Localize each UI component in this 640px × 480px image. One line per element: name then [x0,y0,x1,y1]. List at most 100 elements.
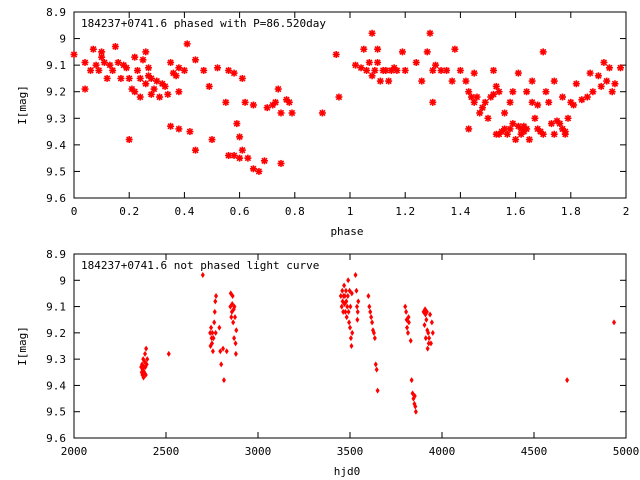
data-point [147,74,155,82]
data-point [495,88,503,96]
data-point [428,340,433,347]
data-point [161,82,169,90]
data-point [360,45,368,53]
data-point [476,109,484,117]
unphased-light-curve-panel: 184237+0741.6 not phased light curve 200… [16,248,639,478]
data-point [423,48,431,56]
unphased-data-points [139,272,617,415]
data-point [406,314,411,321]
x-tick-label: 0.6 [230,205,250,218]
data-point [175,88,183,96]
data-point [354,287,359,294]
data-point [214,64,222,72]
data-point [368,72,376,80]
data-point [448,77,456,85]
data-point [139,56,147,64]
data-point [340,287,345,294]
data-point [374,58,382,66]
data-point [490,66,498,74]
data-point [219,361,224,368]
data-point [191,56,199,64]
x-tick-label: 0 [71,205,78,218]
data-point [233,314,237,321]
data-point [131,53,139,61]
data-point [238,74,246,82]
data-point [550,77,558,85]
phased-plot-title: 184237+0741.6 phased with P=86.520day [81,17,326,30]
data-point [221,345,226,352]
data-point [600,58,608,66]
data-point [92,61,100,69]
data-point [426,329,431,336]
data-point [230,151,238,159]
data-point [106,61,114,69]
x-tick-label: 2000 [61,445,88,458]
data-point [167,58,175,66]
x-tick-label: 0.4 [174,205,194,218]
data-point [406,319,411,326]
data-point [611,80,619,88]
data-point [244,154,252,162]
data-point [430,329,435,336]
data-point [465,88,473,96]
data-point [98,48,106,56]
data-point [191,146,199,154]
data-point [348,303,353,310]
data-point [586,69,594,77]
data-point [432,61,440,69]
data-point [605,64,613,72]
data-point [462,77,470,85]
data-point [412,58,420,66]
data-point [335,93,343,101]
y-tick-label: 9 [59,274,66,287]
data-point [355,316,360,323]
data-point [343,308,348,315]
data-point [424,308,429,315]
data-point [443,66,451,74]
data-point [385,77,393,85]
data-point [418,77,426,85]
data-point [125,136,133,144]
data-point [221,377,226,384]
data-point [484,114,492,122]
data-point [218,348,223,355]
data-point [89,45,97,53]
data-point [288,109,296,117]
data-point [531,114,539,122]
data-point [427,335,432,342]
data-point [241,98,249,106]
data-point [344,314,349,321]
data-point [354,303,359,310]
data-point [565,377,570,384]
data-point [429,66,437,74]
data-point [547,120,555,128]
data-point [131,88,139,96]
data-point [375,387,380,394]
data-point [369,314,374,321]
y-tick-label: 9.1 [46,301,66,314]
data-point [117,74,125,82]
data-point [230,69,238,77]
data-point [503,130,511,138]
data-point [346,277,351,284]
data-point [349,343,354,349]
data-point [437,66,445,74]
data-point [210,340,214,347]
x-tick-label: 1.8 [561,205,581,218]
data-point [412,392,417,399]
data-point [372,335,377,342]
data-point [95,66,103,74]
data-point [525,136,533,144]
y-tick-label: 9.2 [46,86,66,99]
x-tick-label: 3500 [337,445,364,458]
data-point [429,98,437,106]
x-tick-label: 1.2 [395,205,415,218]
x-tick-label: 0.8 [285,205,305,218]
data-point [403,303,408,310]
data-point [142,48,150,56]
data-point [103,74,111,82]
data-point [506,98,514,106]
data-point [405,329,410,336]
unphased-axis-ticks: 2000 2500 3000 3500 4000 4500 5000 8.9 9 9.1 9.2 9.… [46,248,639,458]
y-tick-label: 9 [59,33,66,46]
